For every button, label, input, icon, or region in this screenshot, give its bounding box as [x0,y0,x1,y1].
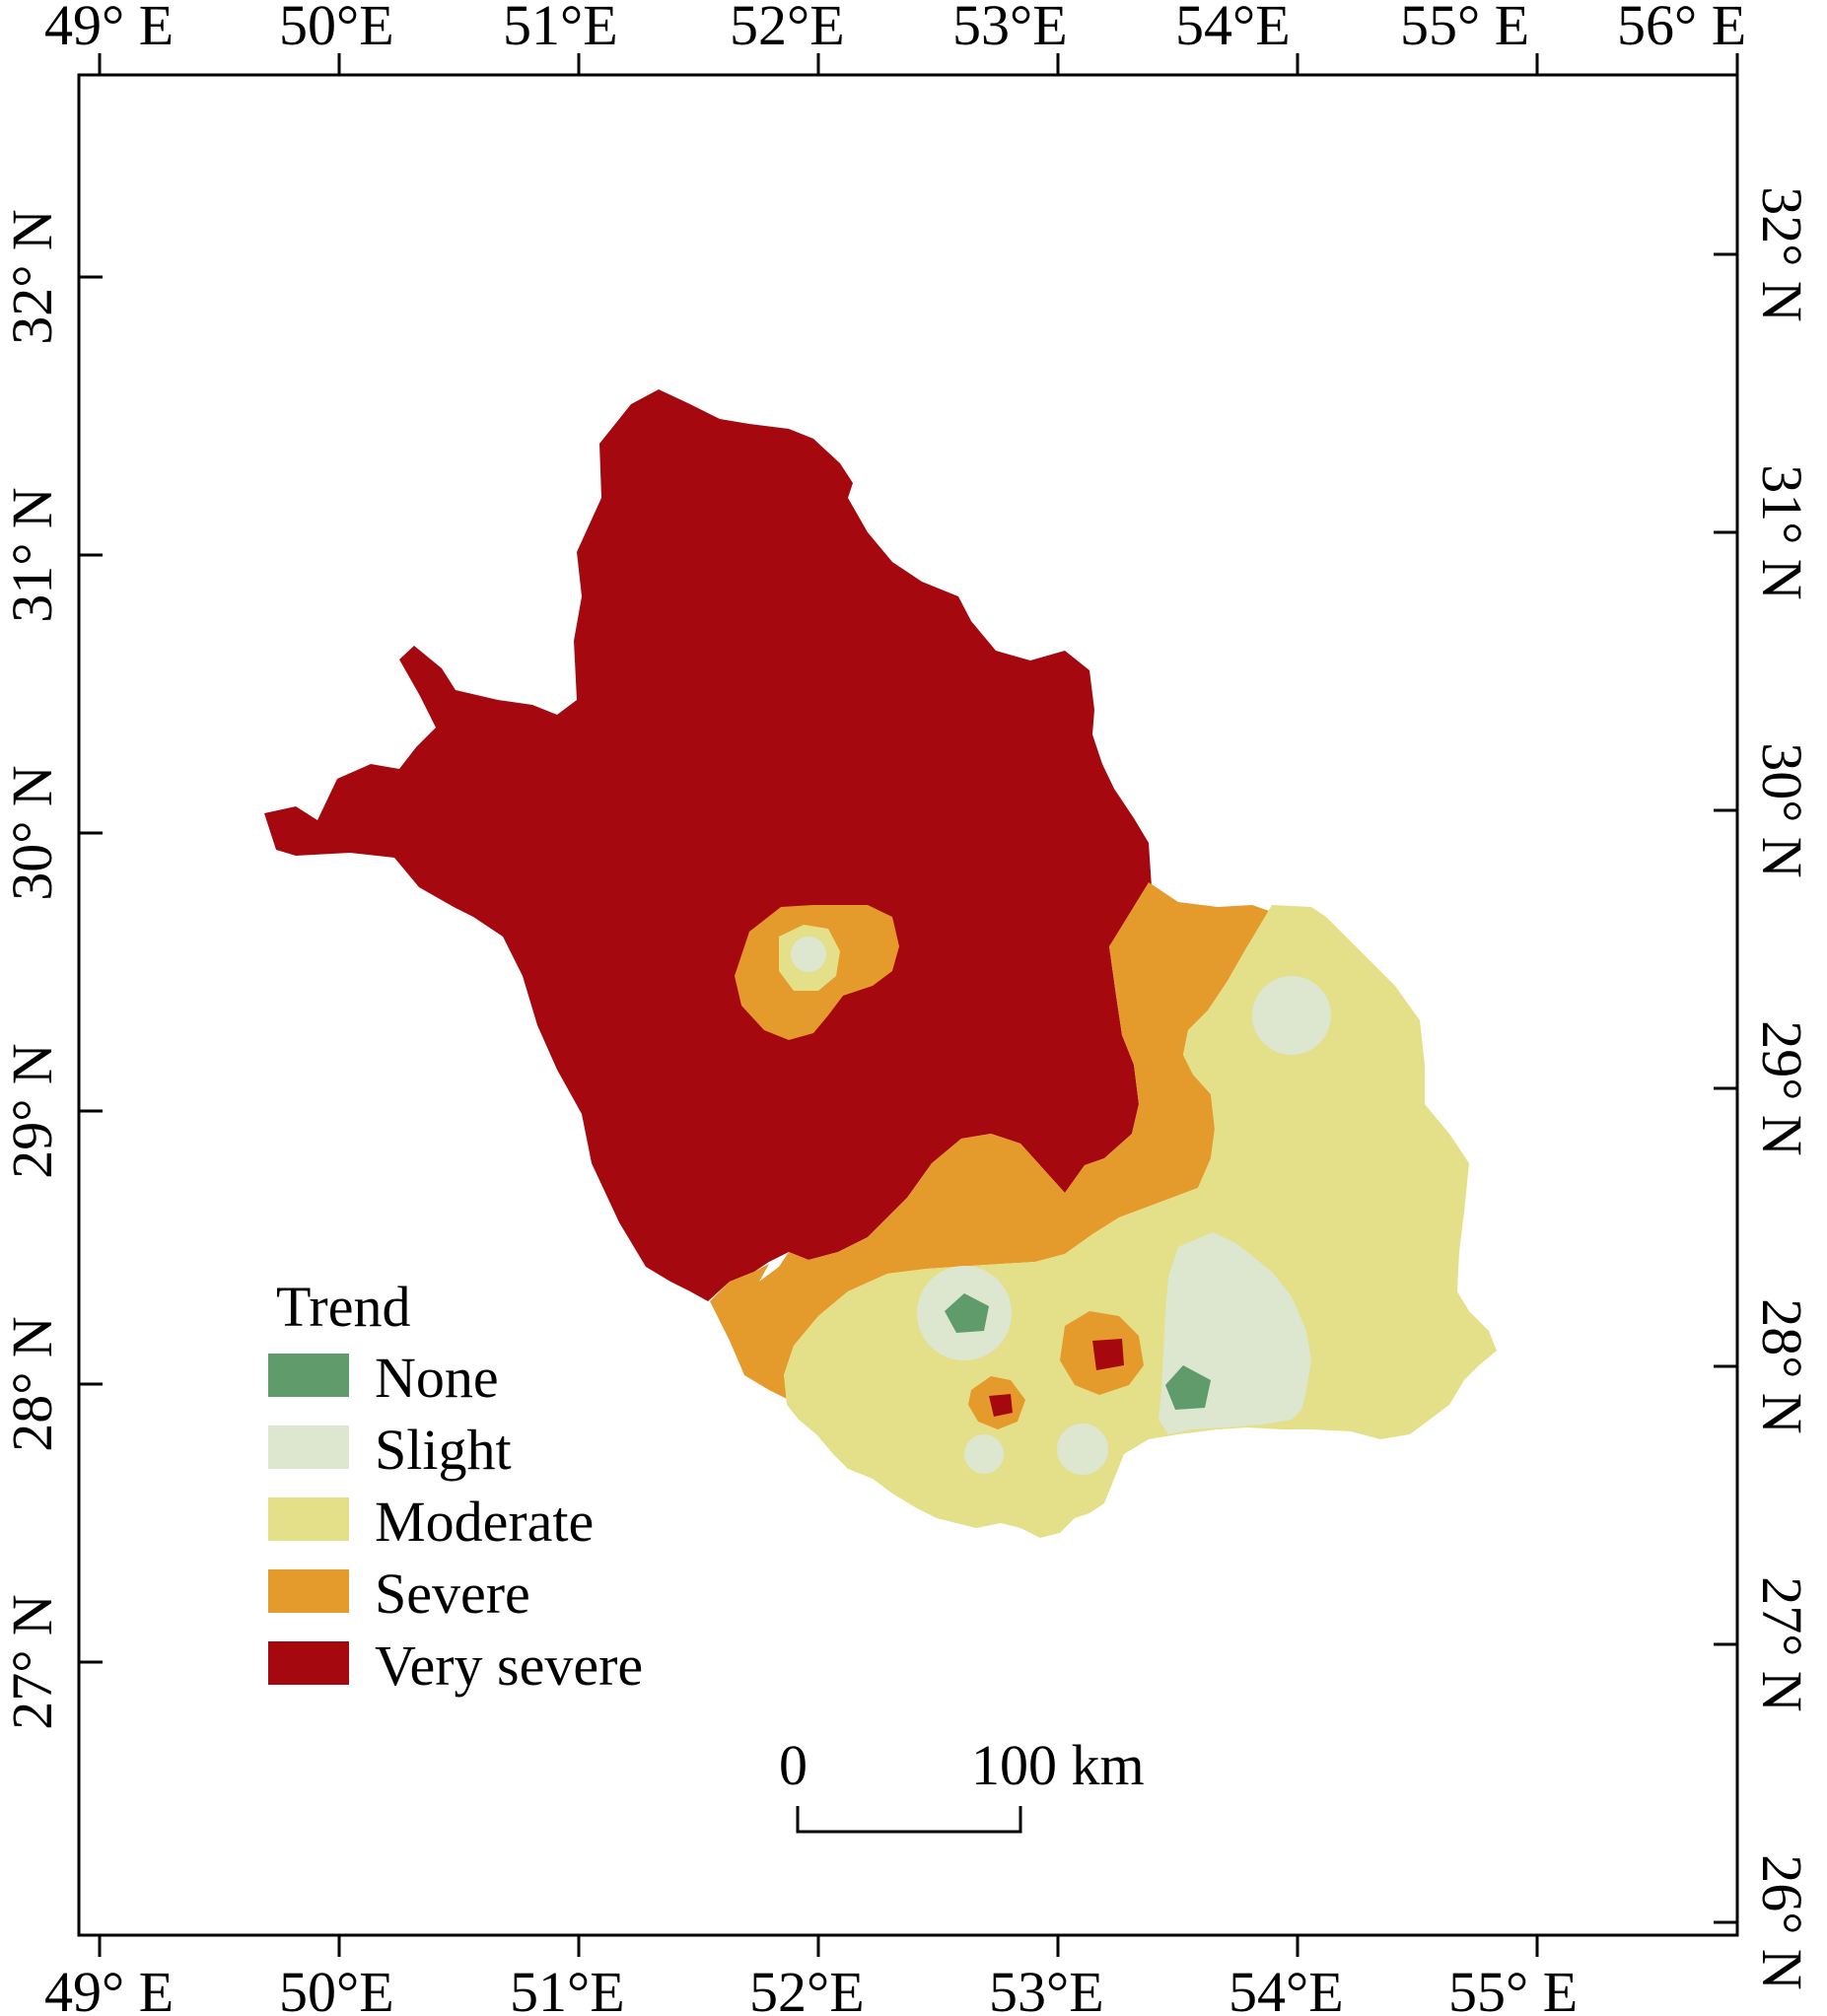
legend-label-slight: Slight [375,1418,512,1482]
lat-label-left: 27° N [0,1594,64,1730]
lon-label-bottom: 53°E [989,1960,1104,2016]
lat-label-left: 28° N [0,1316,64,1452]
right-latitude-labels: 32° N 31° N 30° N 29° N 28° N 27° N 26° … [1750,186,1814,1990]
lat-label-left: 30° N [0,765,64,901]
lon-label-top: 49° E [44,0,174,57]
legend-swatch-moderate [268,1497,349,1541]
scale-start-label: 0 [779,1733,808,1797]
lon-label-top: 54°E [1175,0,1291,57]
scale-bar: 0 100 km [779,1733,1145,1834]
region-severe [710,882,1272,1400]
very-severe-core [1092,1339,1124,1370]
lat-label-right: 28° N [1750,1298,1814,1434]
none-patch [1165,1365,1211,1410]
legend: Trend None Slight Moderate Severe Very s… [268,1275,643,1698]
lat-label-right: 31° N [1750,464,1814,600]
map-regions [264,389,1497,1538]
lon-label-top: 51°E [503,0,618,57]
lon-label-top: 56° E [1617,0,1746,57]
legend-label-none: None [375,1346,499,1410]
lon-label-top: 52°E [730,0,845,57]
lat-label-right: 32° N [1750,186,1814,322]
slight-spot [1252,976,1331,1055]
legend-swatch-slight [268,1425,349,1469]
region-moderate [784,905,1497,1538]
lon-label-bottom: 54°E [1229,1960,1344,2016]
lat-label-right: 26° N [1750,1854,1814,1990]
lon-label-bottom: 49° E [44,1960,174,2016]
legend-swatch-none [268,1354,349,1397]
slight-spot [964,1434,1004,1474]
legend-label-very-severe: Very severe [375,1634,643,1698]
lat-label-left: 32° N [0,209,64,345]
lat-label-right: 30° N [1750,742,1814,878]
lat-label-right: 29° N [1750,1020,1814,1156]
lon-label-top: 50°E [279,0,394,57]
map-frame [77,73,1739,1937]
legend-title: Trend [276,1275,410,1339]
tick-marks [79,53,1739,1957]
lon-label-bottom: 52°E [749,1960,865,2016]
scale-line [796,1806,1022,1834]
lon-label-bottom: 51°E [510,1960,625,2016]
lat-label-left: 31° N [0,487,64,623]
lon-label-top: 55° E [1400,0,1529,57]
left-latitude-labels: 32° N 31° N 30° N 29° N 28° N 27° N [0,209,64,1730]
legend-swatch-severe [268,1569,349,1613]
region-very-severe [264,389,1152,1301]
legend-swatch-very-severe [268,1641,349,1685]
lon-label-bottom: 50°E [279,1960,394,2016]
legend-label-severe: Severe [375,1562,530,1626]
legend-label-moderate: Moderate [375,1490,594,1554]
none-patch [945,1293,989,1333]
scale-end-label: 100 km [971,1733,1145,1797]
lat-label-left: 29° N [0,1043,64,1179]
very-severe-core [989,1394,1013,1417]
lat-label-right: 27° N [1750,1576,1814,1712]
top-longitude-labels: 49° E 50°E 51°E 52°E 53°E 54°E 55° E 56°… [44,0,1746,57]
lon-label-top: 53°E [952,0,1068,57]
slight-spot [791,937,826,972]
lon-label-bottom: 55° E [1448,1960,1578,2016]
slight-spot [1057,1424,1108,1475]
bottom-longitude-labels: 49° E 50°E 51°E 52°E 53°E 54°E 55° E [44,1960,1578,2016]
